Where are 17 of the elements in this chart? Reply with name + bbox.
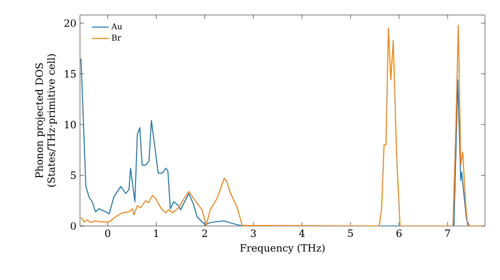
x-tick-label: 6: [396, 230, 402, 238]
legend-label: Au: [111, 23, 122, 30]
y-tick-label: 15: [64, 70, 76, 78]
x-axis-title: Frequency (THz): [240, 244, 325, 254]
y-tick-label: 10: [64, 120, 76, 128]
legend-label: Br: [112, 34, 122, 41]
x-tick-label: 0: [105, 230, 110, 238]
x-tick-label: 1: [154, 230, 158, 237]
y-tick-label: 20: [64, 19, 76, 27]
x-tick-label: 7: [445, 230, 450, 237]
y-tick-label: 0: [70, 222, 76, 230]
x-tick-label: 5: [348, 230, 353, 237]
y-axis-title: Phonon projected DOS (States/THz·primitive cell): [35, 54, 57, 187]
x-tick-label: 3: [250, 230, 256, 238]
x-tick-label: 2: [202, 230, 208, 237]
y-tick-label: 5: [70, 172, 76, 179]
x-tick-label: 4: [299, 230, 305, 237]
